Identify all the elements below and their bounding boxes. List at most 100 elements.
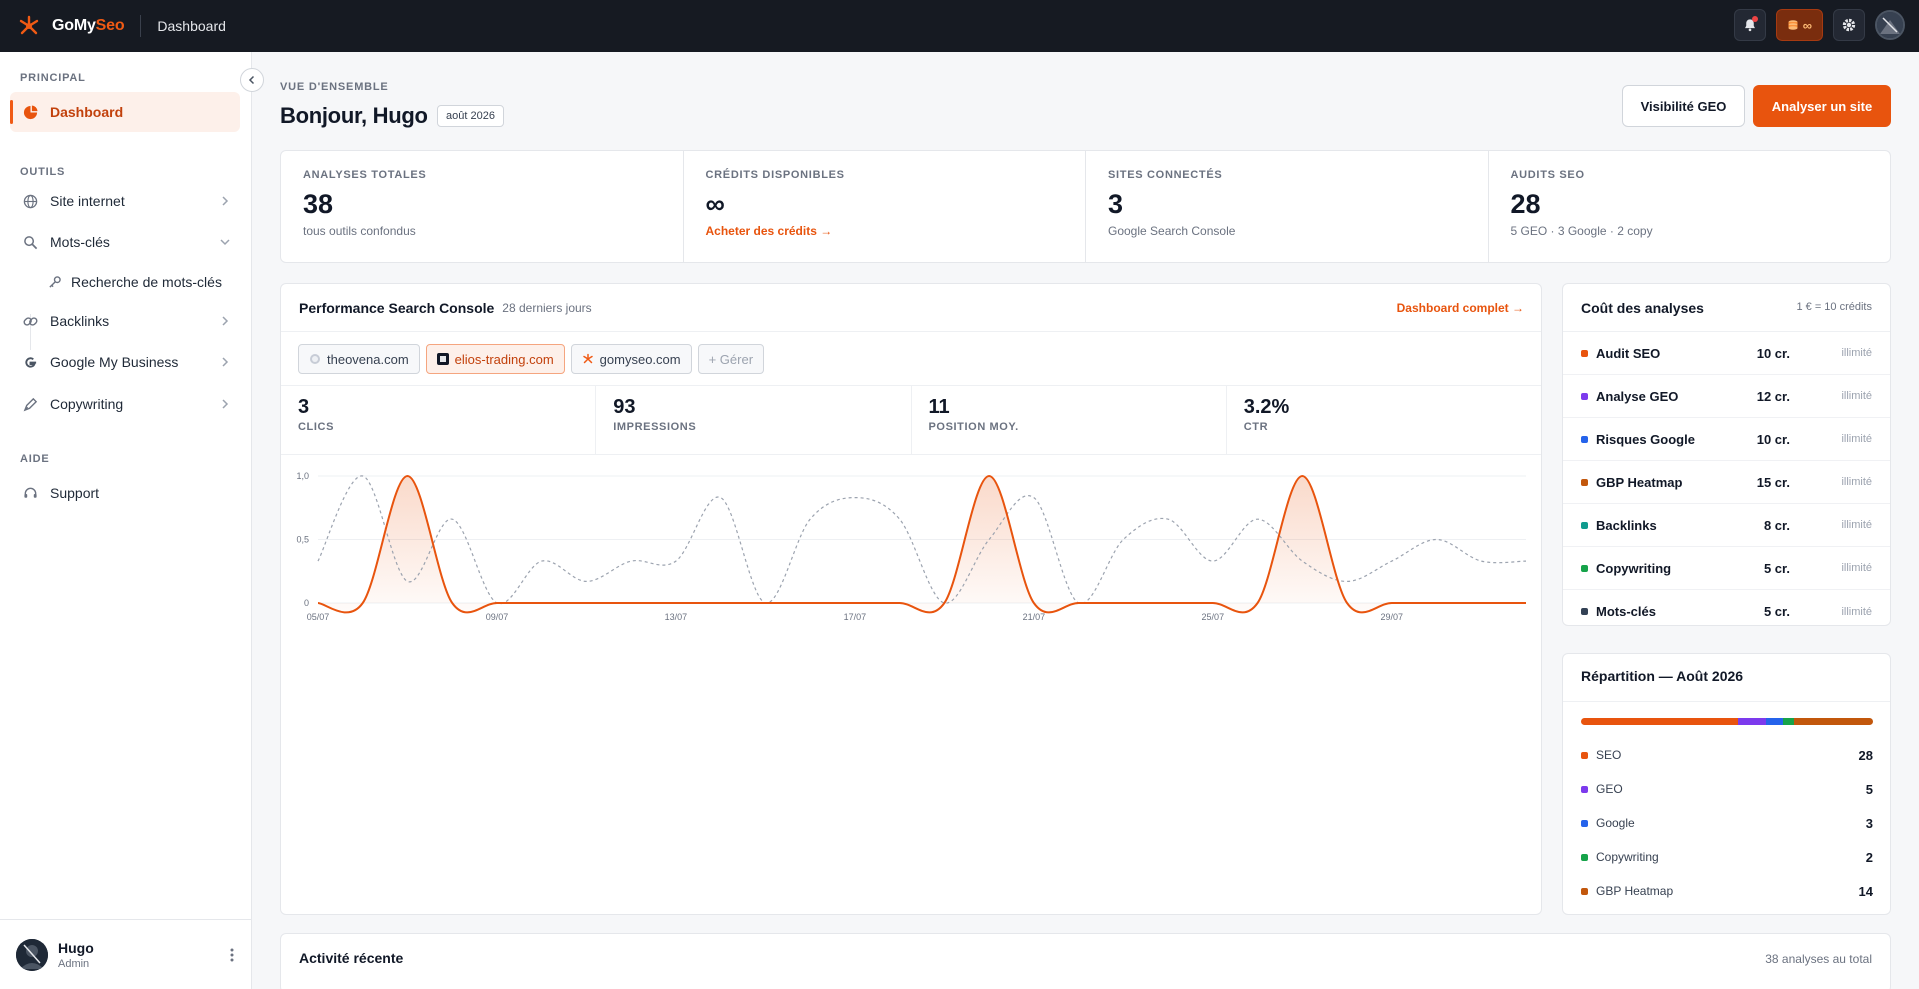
color-dot — [1581, 478, 1588, 486]
x-tick-label: 29/07 — [1381, 612, 1404, 622]
brand-name[interactable]: GoMySeo — [52, 17, 125, 35]
color-dot — [1581, 564, 1588, 572]
sidebar-item-mots-cles[interactable]: Mots-clés — [10, 222, 240, 262]
credits-button[interactable]: ∞ — [1775, 9, 1823, 41]
performance-period: 28 derniers jours — [502, 300, 592, 315]
search-icon — [22, 234, 38, 250]
sidebar-item-label: Support — [50, 485, 100, 501]
repartition-card: Répartition — Août 2026 SEO 28 GEO 5 Google 3… — [1562, 653, 1891, 915]
metric-label: CLICS — [298, 421, 334, 433]
site-chip-theovena[interactable]: theovena.com — [298, 344, 420, 374]
link-icon — [22, 313, 38, 329]
cost-credits: 10 cr. — [1756, 431, 1790, 447]
activity-total: 38 analyses au total — [1765, 952, 1872, 966]
activity-title: Activité récente — [299, 950, 404, 966]
section-label-outils: OUTILS — [20, 166, 66, 178]
month-badge: août 2026 — [437, 105, 504, 127]
sidebar-item-google-my-business[interactable]: Google My Business — [10, 342, 240, 382]
coins-icon — [1788, 20, 1798, 30]
visibilite-geo-button[interactable]: Visibilité GEO — [1622, 85, 1745, 127]
sidebar-item-dashboard[interactable]: Dashboard — [10, 92, 240, 132]
performance-card: Performance Search Console 28 derniers j… — [280, 283, 1542, 915]
metric-clics: 3 CLICS — [281, 386, 597, 454]
cost-status: illimité — [1841, 605, 1872, 618]
color-dot — [1581, 435, 1588, 443]
stat-label: CRÉDITS DISPONIBLES — [705, 169, 845, 181]
chevron-down-icon — [220, 239, 230, 246]
sidebar-item-site-internet[interactable]: Site internet — [10, 181, 240, 221]
cost-name: Backlinks — [1596, 517, 1657, 533]
site-chip-gomyseo[interactable]: gomyseo.com — [570, 344, 692, 374]
cost-credits: 5 cr. — [1763, 604, 1790, 619]
sidebar-subitem-recherche-mots-cles[interactable]: Recherche de mots-clés — [48, 266, 238, 298]
divider — [140, 15, 142, 37]
site-chip-elios-trading[interactable]: elios-trading.com — [425, 344, 565, 374]
color-dot — [1581, 819, 1588, 827]
sidebar-item-label: Site internet — [50, 193, 125, 209]
activity-card: Activité récente 38 analyses au total — [280, 933, 1891, 989]
globe-icon — [310, 354, 320, 364]
stat-label: ANALYSES TOTALES — [303, 169, 427, 181]
cost-row: Analyse GEO 12 cr. illimité — [1563, 375, 1890, 418]
stat-value: 3 — [1108, 189, 1124, 219]
repartition-list: SEO 28 GEO 5 Google 3 Copywriting 2 GBP Heatmap 1… — [1581, 738, 1873, 908]
main-content: VUE D'ENSEMBLE Bonjour, Hugo août 2026 V… — [252, 52, 1919, 989]
avatar — [16, 938, 48, 971]
impressions-line — [317, 475, 1527, 605]
chevron-right-icon — [222, 196, 229, 206]
cost-title: Coût des analyses — [1581, 299, 1704, 316]
stats-card: ANALYSES TOTALES 38 tous outils confondu… — [280, 150, 1891, 263]
chevron-left-icon — [248, 75, 255, 85]
chart-svg: 1,0 0,5 0 05/07 09/07 13/07 17/07 21/07 25/07 29/… — [296, 471, 1527, 622]
settings-button[interactable] — [1833, 9, 1865, 41]
color-dot — [1581, 853, 1588, 861]
site-chip-label: elios-trading.com — [454, 351, 554, 367]
chevron-right-icon — [222, 316, 229, 326]
stat-credits-disponibles: CRÉDITS DISPONIBLES ∞ Acheter des crédit… — [684, 151, 1086, 262]
cost-list: Audit SEO 10 cr. illimité Analyse GEO 12 cr.… — [1563, 332, 1890, 633]
cost-name: Audit SEO — [1596, 345, 1661, 361]
stat-value: 38 — [303, 189, 334, 219]
performance-title: Performance Search Console — [299, 299, 495, 316]
sidebar-item-backlinks[interactable]: Backlinks — [10, 301, 240, 341]
metric-label: IMPRESSIONS — [613, 421, 697, 433]
sidebar-item-label: Recherche de mots-clés — [71, 274, 222, 290]
bell-icon — [1744, 19, 1755, 32]
top-page-title: Dashboard — [157, 18, 226, 34]
logo-icon[interactable] — [16, 13, 42, 39]
cost-status: illimité — [1841, 433, 1872, 445]
clicks-area — [318, 476, 1526, 613]
sidebar-item-support[interactable]: Support — [10, 473, 240, 513]
buy-credits-link[interactable]: Acheter des crédits → — [705, 224, 833, 238]
logo-icon — [582, 353, 593, 364]
user-profile[interactable]: Hugo Admin — [0, 919, 252, 989]
repartition-row: GBP Heatmap 14 — [1581, 874, 1873, 908]
repartition-name: SEO — [1596, 748, 1622, 762]
performance-header: Performance Search Console 28 derniers j… — [281, 284, 1541, 332]
manage-sites-button[interactable]: + Gérer — [697, 344, 765, 374]
more-vertical-icon[interactable] — [230, 948, 234, 962]
performance-chart: 1,0 0,5 0 05/07 09/07 13/07 17/07 21/07 25/07 29/… — [281, 464, 1541, 664]
sidebar-collapse-button[interactable] — [240, 68, 264, 92]
y-tick-label: 0 — [304, 598, 309, 608]
google-icon — [22, 354, 38, 370]
stat-label: SITES CONNECTÉS — [1108, 169, 1223, 181]
analyser-site-button[interactable]: Analyser un site — [1753, 85, 1891, 127]
favicon-icon — [436, 353, 449, 365]
submenu-line — [30, 314, 31, 350]
globe-icon — [22, 193, 38, 209]
sidebar-item-label: Backlinks — [50, 313, 110, 329]
sidebar: PRINCIPAL Dashboard OUTILS Site internet… — [0, 52, 252, 989]
cost-row: GBP Heatmap 15 cr. illimité — [1563, 461, 1890, 504]
sidebar-item-copywriting[interactable]: Copywriting — [10, 384, 240, 424]
color-dot — [1581, 785, 1588, 793]
user-avatar-top[interactable] — [1875, 10, 1905, 40]
cost-status: illimité — [1841, 519, 1872, 531]
dashboard-complet-link[interactable]: Dashboard complet → — [1396, 301, 1524, 315]
cost-name: GBP Heatmap — [1596, 474, 1683, 490]
top-actions: ∞ — [1733, 9, 1905, 41]
stat-sub: Google Search Console — [1108, 224, 1236, 238]
top-bar: GoMySeo Dashboard ∞ — [0, 0, 1919, 52]
site-chip-label: theovena.com — [327, 351, 409, 367]
notifications-button[interactable] — [1733, 9, 1766, 41]
